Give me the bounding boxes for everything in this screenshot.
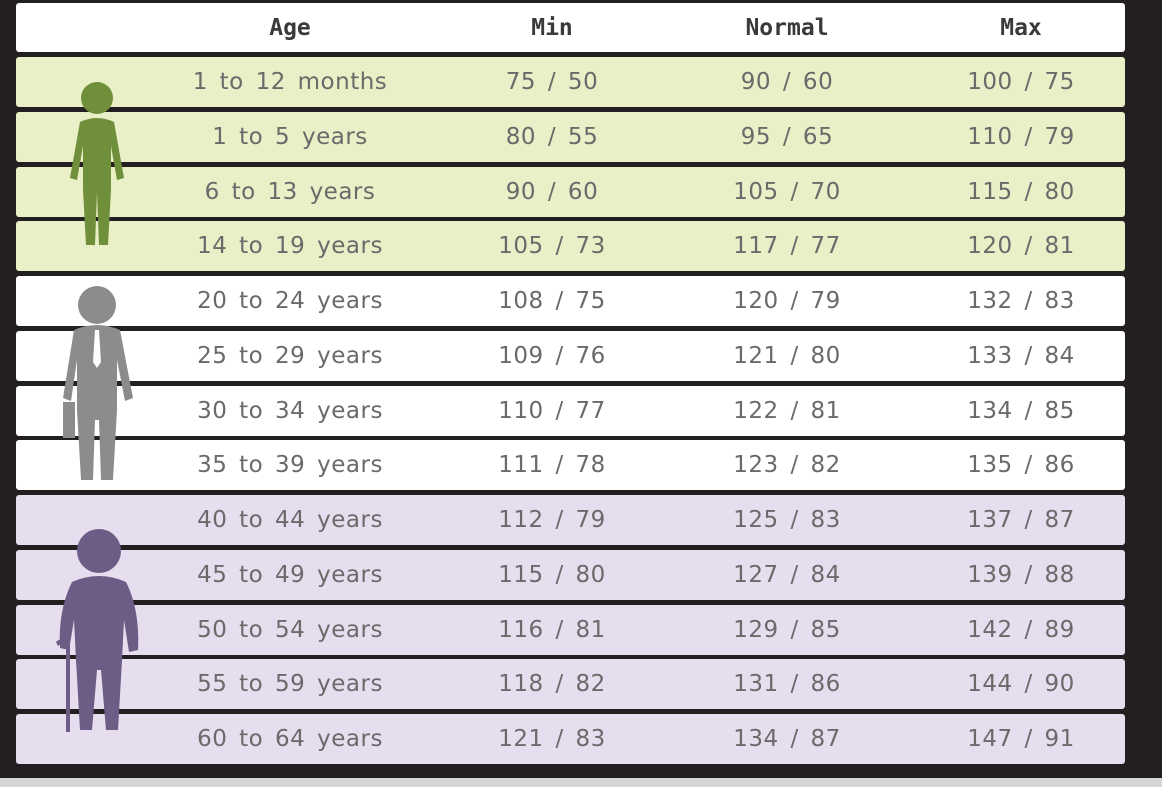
- cell-max: 147 / 91: [967, 726, 1075, 752]
- table-row: 25 to 29 years 109 / 76 121 / 80 133 / 84: [16, 330, 1125, 381]
- cell-age: 40 to 44 years: [197, 507, 383, 533]
- cell-age: 14 to 19 years: [197, 233, 383, 260]
- cell-normal: 117 / 77: [733, 233, 841, 260]
- cell-min: 112 / 79: [498, 507, 606, 533]
- table-row: 6 to 13 years 90 / 60 105 / 70 115 / 80: [16, 166, 1125, 217]
- cell-age: 1 to 5 years: [212, 123, 368, 150]
- table-row: 30 to 34 years 110 / 77 122 / 81 134 / 85: [16, 385, 1125, 436]
- cell-min: 118 / 82: [498, 671, 606, 698]
- cell-max: 132 / 83: [967, 288, 1075, 314]
- cell-normal: 90 / 60: [740, 69, 834, 95]
- cell-age: 6 to 13 years: [204, 178, 376, 205]
- cell-max: 115 / 80: [967, 178, 1075, 205]
- cell-min: 110 / 77: [498, 397, 606, 424]
- cell-normal: 122 / 81: [733, 397, 841, 424]
- cell-normal: 121 / 80: [733, 342, 841, 369]
- cell-min: 80 / 55: [505, 123, 599, 150]
- cell-max: 110 / 79: [967, 123, 1075, 150]
- cell-age: 35 to 39 years: [197, 452, 383, 479]
- table-row: 14 to 19 years 105 / 73 117 / 77 120 / 81: [16, 221, 1125, 272]
- cell-min: 115 / 80: [498, 561, 606, 588]
- table-row: 35 to 39 years 111 / 78 123 / 82 135 / 86: [16, 440, 1125, 491]
- cell-normal: 131 / 86: [733, 671, 841, 698]
- cell-max: 139 / 88: [967, 561, 1075, 588]
- cell-min: 105 / 73: [498, 233, 606, 260]
- cell-max: 137 / 87: [967, 507, 1075, 533]
- cell-normal: 95 / 65: [740, 123, 834, 150]
- table-row: 1 to 12 months 75 / 50 90 / 60 100 / 75: [16, 57, 1125, 107]
- cell-age: 30 to 34 years: [197, 397, 383, 424]
- cell-max: 142 / 89: [967, 616, 1075, 643]
- cell-age: 55 to 59 years: [197, 671, 383, 698]
- table-row: 55 to 59 years 118 / 82 131 / 86 144 / 90: [16, 659, 1125, 710]
- cell-age: 45 to 49 years: [197, 561, 383, 588]
- header-max: Max: [1000, 14, 1042, 41]
- cell-age: 20 to 24 years: [197, 288, 383, 314]
- table-header-row: Age Min Normal Max: [16, 3, 1125, 52]
- cell-normal: 129 / 85: [733, 616, 841, 643]
- cell-normal: 134 / 87: [733, 726, 841, 752]
- bottom-strip: [0, 778, 1162, 787]
- cell-min: 75 / 50: [505, 69, 599, 95]
- cell-max: 100 / 75: [967, 69, 1075, 95]
- table-row: 45 to 49 years 115 / 80 127 / 84 139 / 88: [16, 549, 1125, 600]
- table-row: 60 to 64 years 121 / 83 134 / 87 147 / 91: [16, 714, 1125, 764]
- cell-max: 134 / 85: [967, 397, 1075, 424]
- table-row: 50 to 54 years 116 / 81 129 / 85 142 / 89: [16, 604, 1125, 655]
- cell-min: 90 / 60: [505, 178, 599, 205]
- cell-normal: 105 / 70: [733, 178, 841, 205]
- header-min: Min: [531, 14, 573, 41]
- cell-max: 144 / 90: [967, 671, 1075, 698]
- cell-normal: 120 / 79: [733, 288, 841, 314]
- cell-max: 120 / 81: [967, 233, 1075, 260]
- cell-normal: 123 / 82: [733, 452, 841, 479]
- cell-min: 109 / 76: [498, 342, 606, 369]
- cell-min: 116 / 81: [498, 616, 606, 643]
- cell-age: 25 to 29 years: [197, 342, 383, 369]
- cell-normal: 127 / 84: [733, 561, 841, 588]
- cell-age: 1 to 12 months: [192, 69, 388, 95]
- cell-age: 60 to 64 years: [197, 726, 383, 752]
- cell-age: 50 to 54 years: [197, 616, 383, 643]
- table-row: 40 to 44 years 112 / 79 125 / 83 137 / 87: [16, 495, 1125, 545]
- cell-max: 133 / 84: [967, 342, 1075, 369]
- header-age: Age: [269, 14, 311, 41]
- header-normal: Normal: [745, 14, 829, 41]
- table-row: 1 to 5 years 80 / 55 95 / 65 110 / 79: [16, 111, 1125, 162]
- cell-min: 111 / 78: [498, 452, 606, 479]
- cell-min: 121 / 83: [498, 726, 606, 752]
- cell-normal: 125 / 83: [733, 507, 841, 533]
- cell-min: 108 / 75: [498, 288, 606, 314]
- table-row: 20 to 24 years 108 / 75 120 / 79 132 / 83: [16, 276, 1125, 326]
- cell-max: 135 / 86: [967, 452, 1075, 479]
